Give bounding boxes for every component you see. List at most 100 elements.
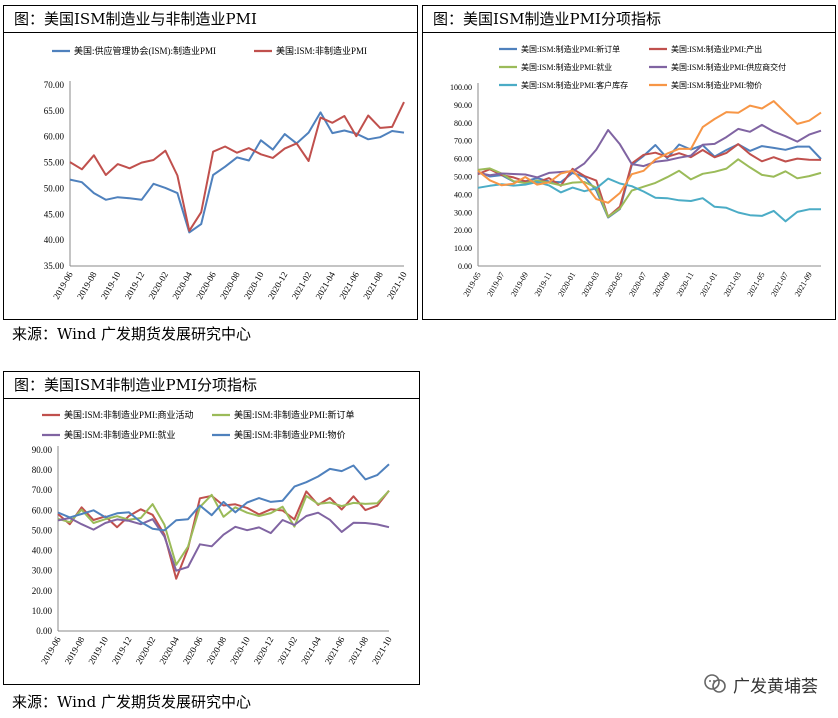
series-line-1 — [57, 489, 390, 580]
y-tick-label: 50.00 — [454, 173, 472, 182]
series-line-3 — [57, 511, 390, 572]
x-tick-label: 2021-06 — [337, 270, 361, 301]
y-tick-label: 30.00 — [32, 566, 53, 576]
x-tick-label: 2021-04 — [314, 270, 338, 301]
x-tick-label: 2019-12 — [123, 270, 147, 301]
series-line-1 — [69, 111, 405, 234]
x-tick-label: 2019-08 — [75, 270, 99, 301]
y-tick-label: 20.00 — [454, 226, 472, 235]
x-tick-label: 2020-04 — [170, 270, 194, 301]
y-tick-label: 100.00 — [450, 83, 472, 92]
chart-panel-3: 图：美国ISM非制造业PMI分项指标 0.00 10.00 20.00 30.00 40… — [3, 371, 420, 685]
y-tick-label: 30.00 — [454, 208, 472, 217]
chart-title-2: 图：美国ISM制造业PMI分项指标 — [423, 6, 835, 33]
x-tick-label: 2019-05 — [462, 271, 483, 299]
legend-label: 美国:ISM:制造业PMI:产出 — [671, 44, 762, 54]
legend-label: 美国:ISM:非制造业PMI — [276, 45, 367, 56]
series-line-2 — [69, 101, 405, 232]
x-tick-label: 2021-07 — [769, 271, 790, 299]
chart-svg-3: 0.00 10.00 20.00 30.00 40.00 50.00 60.00 70.00 8… — [32, 409, 394, 666]
y-tick-label: 20.00 — [32, 586, 53, 596]
series-line-4 — [57, 463, 390, 532]
y-tick-label: 70.00 — [32, 485, 53, 495]
legend-label: 美国:ISM:制造业PMI:新订单 — [521, 44, 620, 54]
x-tick-label: 2021-08 — [361, 270, 385, 301]
x-tick-label: 2021-08 — [346, 635, 370, 666]
x-tick-label: 2019-06 — [51, 270, 75, 301]
legend-label: 美国:ISM:制造业PMI:供应商交付 — [671, 62, 786, 72]
chart-svg-1: 35.00 40.00 45.00 50.00 55.00 60.00 65.00 70.00… — [44, 45, 409, 301]
x-tick-label: 2020-02 — [147, 270, 171, 301]
x-tick-label: 2019-06 — [39, 635, 63, 666]
x-tick-label: 2021-10 — [370, 635, 394, 666]
watermark: 广发黄埔荟 — [703, 671, 818, 697]
x-tick-label: 2020-07 — [627, 271, 648, 299]
y-tick-label: 60.00 — [32, 505, 53, 515]
x-tick-label: 2021-02 — [276, 635, 300, 666]
x-tick-label: 2021-03 — [722, 271, 743, 299]
y-tick-label: 70.00 — [44, 80, 65, 90]
y-tick-label: 60.00 — [44, 132, 65, 142]
y-tick-label: 10.00 — [454, 244, 472, 253]
wechat-icon — [704, 674, 726, 693]
x-tick-label: 2019-09 — [509, 271, 530, 299]
y-tick-label: 65.00 — [44, 106, 65, 116]
y-tick-label: 55.00 — [44, 158, 65, 168]
x-tick-label: 2020-04 — [157, 635, 181, 666]
x-tick-label: 2019-07 — [485, 271, 506, 299]
x-tick-label: 2020-08 — [218, 270, 242, 301]
legend-label: 美国:ISM:非制造业PMI:新订单 — [234, 409, 355, 420]
x-tick-label: 2019-10 — [86, 635, 110, 666]
x-tick-label: 2019-10 — [99, 270, 123, 301]
y-tick-label: 80.00 — [454, 119, 472, 128]
watermark-text: 广发黄埔荟 — [733, 676, 818, 697]
legend-label: 美国:ISM:制造业PMI:物价 — [671, 80, 762, 90]
source-text-1: 来源：Wind 广发期货发展研究中心 — [12, 325, 251, 343]
y-tick-label: 70.00 — [454, 137, 472, 146]
series-line-3 — [477, 158, 822, 218]
x-tick-label: 2020-10 — [242, 270, 266, 301]
series-line-2 — [57, 490, 390, 566]
legend-label: 美国:ISM:制造业PMI:客户库存 — [521, 80, 628, 90]
x-tick-label: 2020-08 — [205, 635, 229, 666]
x-tick-label: 2021-04 — [299, 635, 323, 666]
series-line-1 — [477, 143, 822, 219]
y-tick-label: 40.00 — [32, 546, 53, 556]
series-line-6 — [477, 100, 822, 204]
x-tick-label: 2019-12 — [110, 635, 134, 666]
legend-label: 美国:供应管理协会(ISM):制造业PMI — [74, 45, 216, 56]
y-tick-label: 90.00 — [454, 101, 472, 110]
x-tick-label: 2020-11 — [675, 271, 696, 298]
chart-panel-2: 图：美国ISM制造业PMI分项指标 0.00 10.00 20.00 30.00 40.… — [422, 5, 836, 320]
y-tick-label: 0.00 — [458, 262, 472, 271]
chart-title-1: 图：美国ISM制造业与非制造业PMI — [4, 6, 417, 33]
y-tick-label: 90.00 — [32, 445, 53, 455]
y-tick-label: 60.00 — [454, 155, 472, 164]
legend-label: 美国:ISM:非制造业PMI:就业 — [64, 429, 176, 440]
x-tick-label: 2021-10 — [385, 270, 409, 301]
chart-title-3: 图：美国ISM非制造业PMI分项指标 — [4, 372, 419, 399]
x-tick-label: 2020-06 — [181, 635, 205, 666]
x-tick-label: 2020-12 — [252, 635, 276, 666]
x-tick-label: 2019-11 — [533, 271, 554, 298]
x-tick-label: 2020-03 — [580, 271, 601, 299]
chart-panel-1: 图：美国ISM制造业与非制造业PMI 35.00 40.00 45.00 50.00 5… — [3, 5, 418, 320]
x-tick-label: 2021-05 — [745, 271, 766, 299]
x-tick-label: 2020-01 — [556, 271, 577, 299]
x-tick-label: 2019-08 — [63, 635, 87, 666]
x-tick-label: 2021-02 — [290, 270, 314, 301]
y-tick-label: 45.00 — [44, 209, 65, 219]
x-tick-label: 2021-09 — [793, 271, 814, 299]
x-tick-label: 2020-02 — [134, 635, 158, 666]
y-tick-label: 40.00 — [454, 190, 472, 199]
y-tick-label: 35.00 — [44, 261, 65, 271]
x-tick-label: 2020-12 — [266, 270, 290, 301]
x-tick-label: 2021-01 — [698, 271, 719, 299]
x-tick-label: 2020-10 — [228, 635, 252, 666]
y-tick-label: 50.00 — [32, 525, 53, 535]
y-tick-label: 40.00 — [44, 235, 65, 245]
x-tick-label: 2020-09 — [651, 271, 672, 299]
y-tick-label: 10.00 — [32, 606, 53, 616]
legend-label: 美国:ISM:非制造业PMI:商业活动 — [64, 409, 194, 420]
source-text-2: 来源：Wind 广发期货发展研究中心 — [12, 693, 251, 711]
